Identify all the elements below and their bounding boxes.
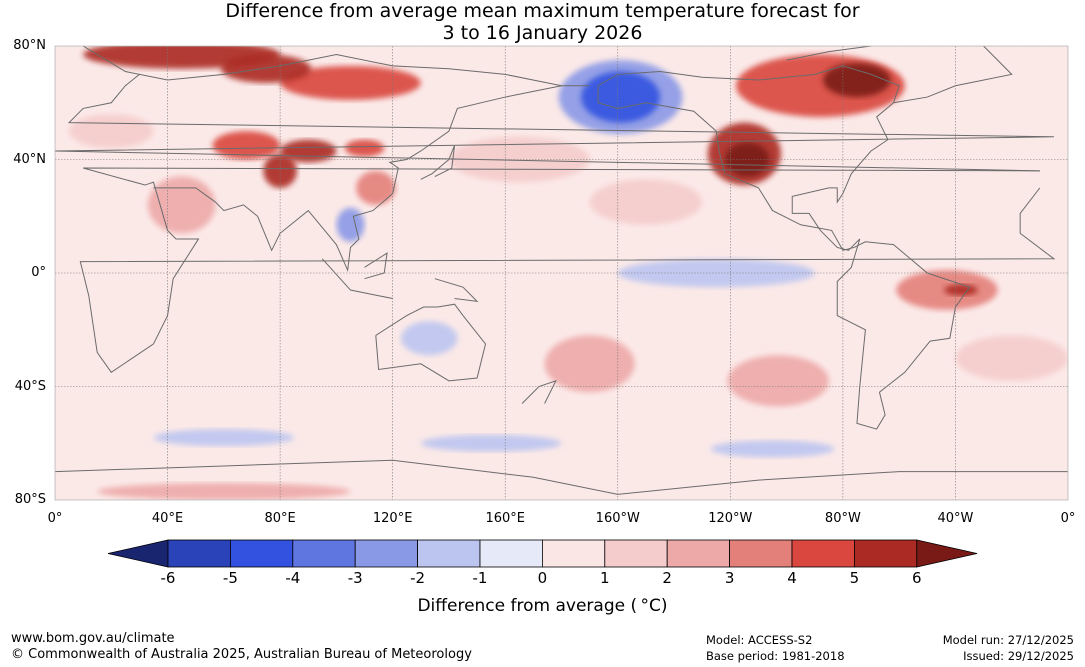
anomaly-region — [823, 63, 891, 98]
anomaly-region — [263, 153, 297, 188]
colorbar-tick-label: -3 — [347, 569, 363, 587]
lon-label: 80°W — [824, 511, 861, 526]
map-frame — [54, 45, 1069, 501]
coastline — [375, 303, 487, 382]
lat-label: 80°S — [14, 492, 46, 507]
coastlines — [55, 46, 1068, 495]
colorbar-tick-label: 0 — [537, 569, 548, 587]
issued-date: Issued: 29/12/2025 — [963, 649, 1074, 663]
colorbar-title: Difference from average ( °C) — [417, 596, 668, 616]
colorbar-tick-label: -5 — [222, 569, 238, 587]
anomaly-regions — [69, 46, 1068, 500]
lat-label: 40°S — [14, 378, 46, 394]
colorbar-tick-label: -4 — [285, 569, 301, 587]
lon-label: 80°E — [264, 511, 296, 526]
anomaly-region — [153, 429, 295, 447]
coastline — [420, 145, 456, 180]
colorbar-tick-label: -6 — [160, 569, 176, 587]
coastline — [153, 85, 562, 273]
anomaly-region — [401, 321, 458, 356]
lon-label: 40°W — [937, 511, 974, 526]
lon-label: 40°E — [151, 511, 184, 526]
coastline — [597, 65, 971, 430]
colorbar-tick-label: 6 — [912, 569, 922, 587]
model-run-date: Model run: 27/12/2025 — [942, 633, 1074, 647]
anomaly-region — [356, 170, 396, 205]
copyright-notice: © Commonwealth of Australia 2025, Austra… — [11, 647, 472, 662]
anomaly-region — [212, 131, 281, 160]
anomaly-region — [710, 440, 835, 458]
anomaly-region — [544, 335, 635, 393]
anomaly-region — [221, 54, 312, 83]
anomaly-region — [97, 482, 351, 500]
anomaly-region — [69, 114, 154, 149]
lat-label: 0° — [31, 265, 46, 280]
lon-label: 120°E — [372, 511, 413, 526]
anomaly-region — [280, 65, 421, 100]
lon-label: 160°W — [595, 511, 640, 526]
lon-label: 120°W — [708, 511, 753, 526]
lon-label: 0° — [47, 511, 63, 526]
anomaly-region — [336, 207, 365, 242]
colorbar-tick-label: 5 — [849, 569, 860, 587]
colorbar-tick-label: 4 — [787, 569, 797, 587]
colorbar-tick-label: 1 — [600, 569, 610, 587]
coastline — [434, 278, 479, 303]
anomaly-region — [448, 136, 590, 183]
lat-label: 40°N — [13, 151, 46, 167]
lon-label: 0° — [1060, 511, 1076, 526]
model-name: Model: ACCESS-S2 — [706, 633, 813, 647]
base-period: Base period: 1981-2018 — [706, 649, 845, 663]
anomaly-region — [344, 139, 385, 157]
website-url[interactable]: www.bom.gov.au/climate — [11, 631, 175, 646]
colorbar-tick-label: -1 — [472, 569, 488, 587]
colorbar-tick-label: -2 — [410, 569, 426, 587]
anomaly-region — [147, 176, 216, 234]
coastline — [364, 252, 388, 280]
anomaly-region — [944, 284, 978, 296]
anomaly-region — [589, 179, 703, 225]
lat-label: 80°N — [13, 38, 46, 53]
coastline — [55, 459, 1068, 495]
anomaly-region — [727, 355, 829, 407]
anomaly-region — [581, 71, 660, 123]
anomaly-region — [724, 142, 770, 177]
coastline — [55, 73, 1054, 172]
coastline — [321, 258, 393, 300]
anomaly-region — [955, 335, 1068, 381]
colorbar-tick-label: 3 — [724, 569, 735, 587]
lon-label: 160°E — [485, 511, 525, 526]
graticule — [55, 46, 1068, 500]
coastline — [82, 46, 590, 87]
coastline — [786, 46, 872, 61]
colorbar-tick-label: 2 — [662, 569, 672, 587]
coastline — [79, 167, 1056, 373]
coastline — [521, 379, 557, 404]
map-title-line2: 3 to 16 January 2026 — [442, 22, 643, 44]
anomaly-region — [420, 434, 562, 452]
map-title-line1: Difference from average mean maximum tem… — [225, 0, 860, 22]
